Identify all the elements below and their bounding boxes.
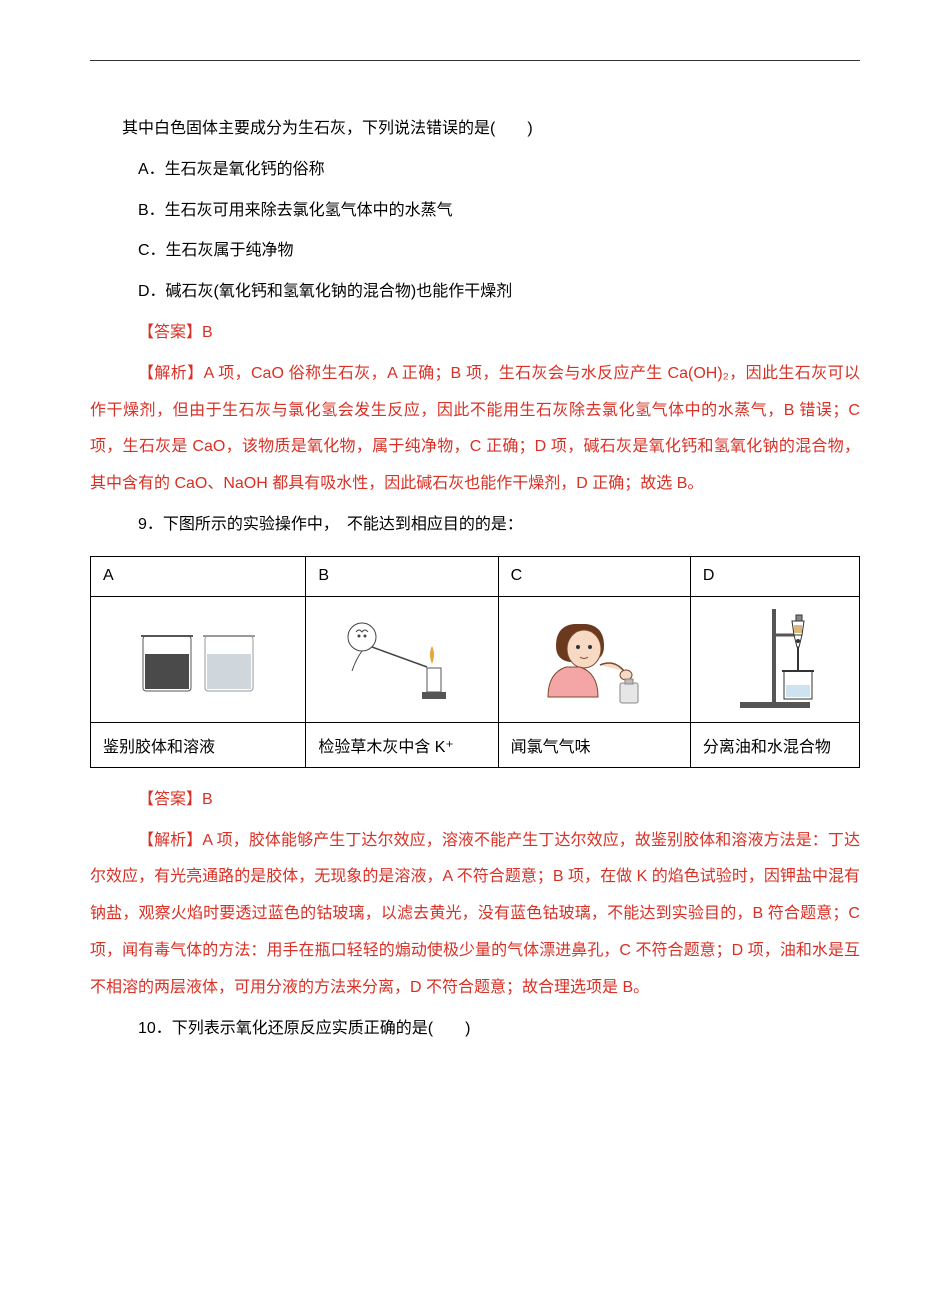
- q9-header-b: B: [306, 556, 498, 596]
- q8-stem: 其中白色固体主要成分为生石灰，下列说法错误的是( ): [90, 111, 860, 148]
- q8-option-b: B．生石灰可用来除去氯化氢气体中的水蒸气: [90, 193, 860, 230]
- q9-stem: 9．下图所示的实验操作中， 不能达到相应目的的是：: [90, 507, 860, 544]
- q9-explanation: 【解析】A 项，胶体能够产生丁达尔效应，溶液不能产生丁达尔效应，故鉴别胶体和溶液…: [90, 823, 860, 1007]
- q9-answer: 【答案】B: [90, 782, 860, 819]
- q10-stem: 10．下列表示氧化还原反应实质正确的是( ): [90, 1011, 860, 1048]
- q9-img-c: [498, 596, 690, 722]
- q9-explain-text: A 项，胶体能够产生丁达尔效应，溶液不能产生丁达尔效应，故鉴别胶体和溶液方法是：…: [90, 832, 860, 996]
- q8-explanation: 【解析】A 项，CaO 俗称生石灰，A 正确；B 项，生石灰会与水反应产生 Ca…: [90, 356, 860, 503]
- q9-img-b: [306, 596, 498, 722]
- q8-answer-value: B: [202, 324, 213, 341]
- q8-option-d: D．碱石灰(氧化钙和氢氧化钠的混合物)也能作干燥剂: [90, 274, 860, 311]
- q9-img-d: [690, 596, 859, 722]
- q9-caption-row: 鉴别胶体和溶液 检验草木灰中含 K⁺ 闻氯气气味 分离油和水混合物: [91, 722, 860, 767]
- q8-answer: 【答案】B: [90, 315, 860, 352]
- q8-option-c: C．生石灰属于纯净物: [90, 233, 860, 270]
- q9-caption-a: 鉴别胶体和溶液: [91, 722, 306, 767]
- q9-caption-c: 闻氯气气味: [498, 722, 690, 767]
- separating-funnel-icon: [720, 607, 830, 712]
- beakers-icon: [123, 614, 273, 704]
- q8-option-a: A．生石灰是氧化钙的俗称: [90, 152, 860, 189]
- q8-answer-label: 【答案】: [138, 324, 202, 341]
- q9-caption-d: 分离油和水混合物: [690, 722, 859, 767]
- flame-test-icon: [332, 612, 472, 707]
- q9-explain-label: 【解析】: [138, 832, 202, 849]
- q9-header-row: A B C D: [91, 556, 860, 596]
- q9-img-a: [91, 596, 306, 722]
- q8-explain-label: 【解析】: [138, 365, 204, 382]
- q9-header-c: C: [498, 556, 690, 596]
- q9-table: A B C D: [90, 556, 860, 768]
- q9-answer-value: B: [202, 791, 213, 808]
- q9-caption-b: 检验草木灰中含 K⁺: [306, 722, 498, 767]
- q8-explain-text: A 项，CaO 俗称生石灰，A 正确；B 项，生石灰会与水反应产生 Ca(OH)…: [90, 365, 860, 492]
- q9-answer-label: 【答案】: [138, 791, 202, 808]
- top-horizontal-rule: [90, 60, 860, 61]
- q9-header-a: A: [91, 556, 306, 596]
- smelling-gas-icon: [524, 609, 664, 709]
- q9-header-d: D: [690, 556, 859, 596]
- q9-image-row: [91, 596, 860, 722]
